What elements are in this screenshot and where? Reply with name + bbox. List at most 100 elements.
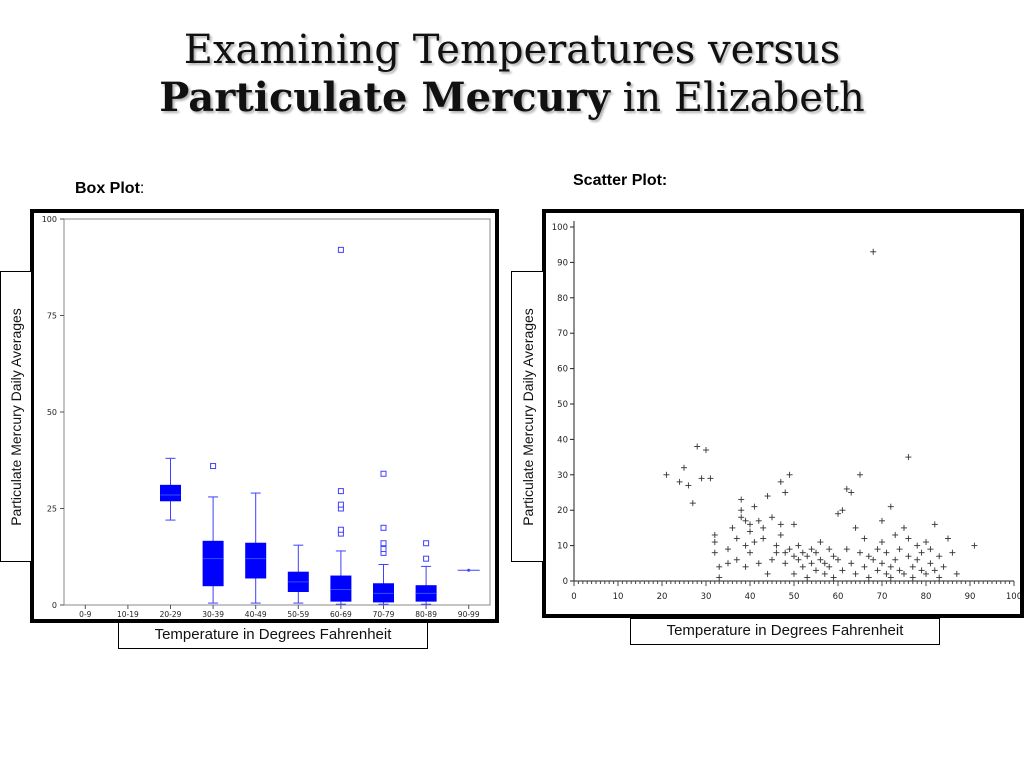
y-tick-label: 90 xyxy=(557,258,568,268)
scatter-point xyxy=(905,535,912,542)
x-tick-label: 60 xyxy=(833,592,844,602)
y-tick-label: 30 xyxy=(557,471,568,481)
scatter-point xyxy=(676,478,683,485)
scatter-point xyxy=(879,560,885,567)
scatter-point xyxy=(742,542,749,549)
box-90-99 xyxy=(457,568,480,572)
scatter-point xyxy=(716,563,723,570)
scatter-point xyxy=(685,482,692,489)
y-tick-label: 10 xyxy=(557,542,568,552)
scatter-point xyxy=(892,531,899,538)
y-tick-label: 40 xyxy=(557,435,568,445)
box-40-49 xyxy=(245,492,267,604)
scatter-point xyxy=(813,549,819,556)
scatter-point xyxy=(799,563,806,570)
scatter-point xyxy=(918,567,925,574)
slide-title: Examining Temperatures versus Particulat… xyxy=(0,26,1024,122)
scatter-point xyxy=(892,556,899,563)
scatter-point xyxy=(843,485,850,492)
y-tick-label: 20 xyxy=(557,506,568,516)
box-iqr xyxy=(245,542,267,579)
scatter-point xyxy=(738,507,745,514)
x-tick-label: 50-59 xyxy=(287,610,309,619)
scatter-point xyxy=(923,570,929,577)
scatter-point xyxy=(738,496,745,503)
box-outlier xyxy=(380,540,387,547)
box-iqr xyxy=(330,575,352,602)
scatter-point xyxy=(782,560,789,567)
scatter-point xyxy=(887,503,894,510)
scatter-point xyxy=(663,471,670,478)
box-50-59 xyxy=(287,544,309,604)
scatter-point xyxy=(747,549,753,556)
box-80-89 xyxy=(415,540,437,605)
scatter-point xyxy=(808,546,815,553)
scatter-point xyxy=(909,574,916,581)
scatter-point xyxy=(870,556,877,563)
box-70-79 xyxy=(373,470,394,605)
scatter-point xyxy=(729,524,736,531)
scatter-point xyxy=(861,563,868,570)
x-tick-label: 20 xyxy=(657,592,668,602)
x-tick-label: 20-29 xyxy=(160,610,182,619)
scatter-point xyxy=(896,567,903,574)
box-60-69 xyxy=(330,246,352,605)
scatter-point xyxy=(725,546,731,553)
scatter-point xyxy=(914,542,921,549)
scatter-point xyxy=(953,570,960,577)
scatter-point xyxy=(738,514,745,521)
scatter-point xyxy=(813,567,819,574)
x-tick-label: 90-99 xyxy=(458,610,480,619)
scatter-point xyxy=(773,542,780,549)
scatter-point xyxy=(857,471,863,478)
box-plot-y-axis-label: Particulate Mercury Daily Averages xyxy=(0,271,32,562)
title-line-1: Examining Temperatures versus xyxy=(183,27,841,73)
scatter-point xyxy=(777,531,784,538)
scatter-point xyxy=(931,567,938,574)
scatter-point xyxy=(949,549,956,556)
scatter-point xyxy=(839,567,846,574)
scatter-point xyxy=(821,560,828,567)
scatter-point xyxy=(923,539,929,546)
scatter-point xyxy=(874,546,881,553)
x-tick-label: 30-39 xyxy=(202,610,224,619)
scatter-point xyxy=(733,535,740,542)
x-tick-label: 60-69 xyxy=(330,610,352,619)
scatter-point xyxy=(918,549,925,556)
box-plot-chart: 0 25 50 75 100 0-9 10-19 20-29 30-39 40-49 50-59 60… xyxy=(42,215,491,619)
scatter-point xyxy=(791,553,797,560)
scatter-point xyxy=(927,560,934,567)
scatter-point xyxy=(835,556,841,563)
scatter-point xyxy=(914,556,921,563)
scatter-point xyxy=(830,574,837,581)
scatter-point xyxy=(931,521,938,528)
scatter-point xyxy=(804,553,811,560)
scatter-point xyxy=(681,464,687,471)
scatter-point xyxy=(711,531,718,538)
scatter-point xyxy=(795,556,802,563)
scatter-point xyxy=(940,563,947,570)
scatter-point xyxy=(879,539,885,546)
box-outlier xyxy=(423,540,430,547)
title-line-2-bold: Particulate Mercury xyxy=(159,74,610,121)
title-line-2-rest: in Elizabeth xyxy=(609,75,865,121)
box-plot-area xyxy=(63,218,491,606)
box-20-29 xyxy=(160,457,181,521)
x-tick-label: 80-89 xyxy=(415,610,437,619)
scatter-point xyxy=(826,563,833,570)
y-tick-label: 50 xyxy=(557,400,568,410)
x-tick-label: 40-49 xyxy=(245,610,267,619)
box-outlier xyxy=(210,463,217,470)
scatter-point xyxy=(839,507,846,514)
scatter-point xyxy=(848,560,855,567)
box-outlier xyxy=(380,470,387,477)
scatter-point xyxy=(764,493,771,500)
y-tick-label: 75 xyxy=(47,312,57,321)
scatter-point xyxy=(760,535,767,542)
scatter-plot-x-axis-label: Temperature in Degrees Fahrenheit xyxy=(630,618,940,645)
scatter-point xyxy=(791,570,797,577)
box-outlier xyxy=(337,246,344,253)
y-tick-label: 0 xyxy=(563,577,568,587)
scatter-point xyxy=(830,553,837,560)
scatter-plot-y-axis-label-text: Particulate Mercury Daily Averages xyxy=(519,307,536,526)
